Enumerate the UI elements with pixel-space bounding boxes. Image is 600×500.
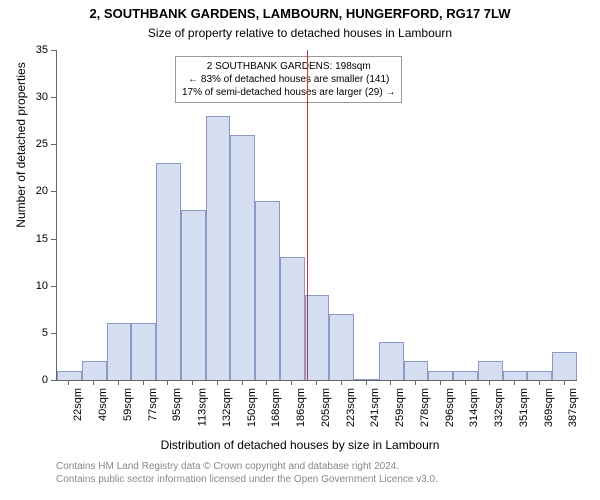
annotation-line-1: 2 SOUTHBANK GARDENS: 198sqm (182, 60, 395, 73)
histogram-bar (280, 257, 305, 380)
x-tick-mark (564, 380, 565, 385)
x-tick-mark (291, 380, 292, 385)
plot-area: 2 SOUTHBANK GARDENS: 198sqm ← 83% of det… (56, 50, 577, 381)
x-tick-label: 369sqm (543, 388, 555, 427)
x-tick-mark (415, 380, 416, 385)
histogram-bar (82, 361, 107, 380)
y-tick-mark (51, 191, 56, 192)
x-tick-label: 241sqm (370, 388, 382, 427)
x-tick-label: 150sqm (246, 388, 258, 427)
x-tick-mark (192, 380, 193, 385)
x-tick-label: 314sqm (469, 388, 481, 427)
histogram-bar (428, 371, 453, 380)
x-tick-mark (316, 380, 317, 385)
x-tick-label: 95sqm (171, 388, 183, 421)
x-tick-mark (242, 380, 243, 385)
y-tick-label: 25 (18, 138, 48, 150)
x-tick-label: 205sqm (320, 388, 332, 427)
y-tick-label: 20 (18, 185, 48, 197)
histogram-bar (552, 352, 577, 380)
chart-title-sub: Size of property relative to detached ho… (0, 26, 600, 40)
histogram-bar (57, 371, 82, 380)
histogram-bar (107, 323, 132, 380)
histogram-bar (206, 116, 231, 380)
x-tick-label: 77sqm (147, 388, 159, 421)
histogram-bar (230, 135, 255, 380)
x-tick-mark (390, 380, 391, 385)
histogram-bar (156, 163, 181, 380)
footer-line-2: Contains public sector information licen… (56, 473, 438, 486)
y-tick-mark (51, 97, 56, 98)
histogram-bar (181, 210, 206, 380)
annotation-box: 2 SOUTHBANK GARDENS: 198sqm ← 83% of det… (175, 56, 402, 103)
x-tick-mark (539, 380, 540, 385)
histogram-bar (503, 371, 528, 380)
y-tick-mark (51, 50, 56, 51)
x-tick-label: 259sqm (394, 388, 406, 427)
y-tick-mark (51, 239, 56, 240)
annotation-line-2: ← 83% of detached houses are smaller (14… (182, 73, 395, 86)
x-tick-label: 223sqm (345, 388, 357, 427)
histogram-bar (329, 314, 354, 380)
x-tick-label: 296sqm (444, 388, 456, 427)
y-tick-mark (51, 380, 56, 381)
histogram-bar (404, 361, 429, 380)
x-tick-mark (266, 380, 267, 385)
footer-attribution: Contains HM Land Registry data © Crown c… (56, 460, 438, 486)
y-tick-mark (51, 144, 56, 145)
x-tick-mark (93, 380, 94, 385)
y-tick-mark (51, 286, 56, 287)
x-tick-label: 186sqm (295, 388, 307, 427)
y-tick-label: 0 (18, 374, 48, 386)
x-tick-label: 168sqm (270, 388, 282, 427)
x-tick-mark (68, 380, 69, 385)
x-tick-mark (217, 380, 218, 385)
histogram-bar (131, 323, 156, 380)
histogram-bar (478, 361, 503, 380)
x-tick-label: 387sqm (568, 388, 580, 427)
x-tick-mark (489, 380, 490, 385)
x-tick-label: 351sqm (518, 388, 530, 427)
x-tick-label: 278sqm (419, 388, 431, 427)
histogram-bar (453, 371, 478, 380)
y-tick-label: 10 (18, 280, 48, 292)
chart-title-main: 2, SOUTHBANK GARDENS, LAMBOURN, HUNGERFO… (0, 6, 600, 21)
x-tick-label: 132sqm (221, 388, 233, 427)
x-axis-label: Distribution of detached houses by size … (0, 438, 600, 452)
x-tick-label: 332sqm (493, 388, 505, 427)
x-tick-mark (514, 380, 515, 385)
x-tick-mark (167, 380, 168, 385)
y-tick-label: 5 (18, 327, 48, 339)
histogram-bar (527, 371, 552, 380)
x-tick-mark (366, 380, 367, 385)
x-tick-mark (143, 380, 144, 385)
reference-line (307, 50, 308, 380)
chart-container: 2, SOUTHBANK GARDENS, LAMBOURN, HUNGERFO… (0, 0, 600, 500)
histogram-bar (255, 201, 280, 380)
y-tick-mark (51, 333, 56, 334)
x-tick-mark (341, 380, 342, 385)
annotation-line-3: 17% of semi-detached houses are larger (… (182, 86, 395, 99)
x-tick-mark (465, 380, 466, 385)
y-tick-label: 15 (18, 233, 48, 245)
footer-line-1: Contains HM Land Registry data © Crown c… (56, 460, 438, 473)
x-tick-label: 59sqm (122, 388, 134, 421)
histogram-bar (379, 342, 404, 380)
x-tick-mark (440, 380, 441, 385)
x-tick-label: 22sqm (72, 388, 84, 421)
histogram-bar (354, 379, 379, 380)
x-tick-label: 113sqm (196, 388, 208, 426)
y-tick-label: 35 (18, 44, 48, 56)
x-tick-mark (118, 380, 119, 385)
histogram-bar (305, 295, 330, 380)
x-tick-label: 40sqm (97, 388, 109, 421)
y-tick-label: 30 (18, 91, 48, 103)
